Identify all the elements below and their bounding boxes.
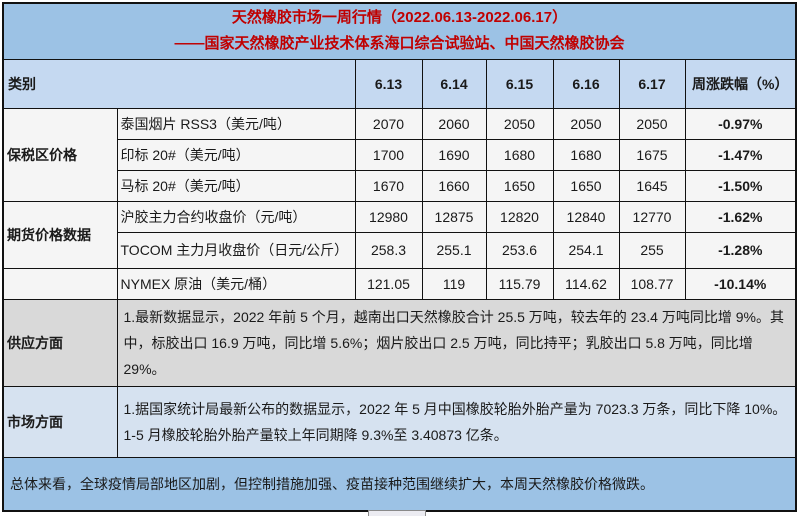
table-title-row: 天然橡胶市场一周行情（2022.06.13-2022.06.17） ——国家天然… xyxy=(2,2,797,60)
item-label: 印标 20#（美元/吨） xyxy=(116,138,356,171)
cell-value: 1680 xyxy=(485,138,554,171)
cell-value: 1650 xyxy=(485,169,554,202)
header-date-614: 6.14 xyxy=(421,58,487,109)
weekly-change-value: -1.28% xyxy=(684,231,797,269)
cell-value: 255 xyxy=(618,231,686,269)
summary-row: 总体来看，全球疫情局部地区加剧，但控制措施加强、疫苗接种范围继续扩大，本周天然橡… xyxy=(2,456,797,512)
group-label-futures: 期货价格数据 xyxy=(2,200,118,269)
cell-value: 119 xyxy=(421,267,487,300)
table-row-shfe-rubber: 期货价格数据 沪胶主力合约收盘价（元/吨） 12980 12875 12820 … xyxy=(2,200,797,269)
cell-value: 2060 xyxy=(421,107,487,140)
table-row-malaysia-20: 马标 20#（美元/吨） 1670 1660 1650 1650 1645 -1… xyxy=(3,169,797,202)
summary-text: 总体来看，全球疫情局部地区加剧，但控制措施加强、疫苗接种范围继续扩大，本周天然橡… xyxy=(2,456,797,512)
cell-value: 255.1 xyxy=(421,231,487,269)
cell-value: 1680 xyxy=(552,138,620,171)
cell-value: 1645 xyxy=(618,169,686,202)
item-label: 马标 20#（美元/吨） xyxy=(116,169,356,202)
cell-value: 254.1 xyxy=(552,231,620,269)
table-title-cell: 天然橡胶市场一周行情（2022.06.13-2022.06.17） ——国家天然… xyxy=(2,2,797,60)
cell-value: 1690 xyxy=(421,138,487,171)
horizontal-scrollbar-fragment[interactable] xyxy=(368,510,426,516)
cell-value: 1675 xyxy=(618,138,686,171)
table-subtitle: ——国家天然橡胶产业技术体系海口综合试验站、中国天然橡胶协会 xyxy=(174,35,625,53)
cell-value: 253.6 xyxy=(485,231,554,269)
weekly-change-value: -1.62% xyxy=(684,200,797,233)
cell-value: 2050 xyxy=(485,107,554,140)
column-header-row: 类别 6.13 6.14 6.15 6.16 6.17 周涨跌幅（%） xyxy=(2,58,797,109)
cell-value: 115.79 xyxy=(485,267,554,300)
weekly-change-value: -1.47% xyxy=(684,138,797,171)
weekly-change-value: -0.97% xyxy=(684,107,797,140)
group-label-empty xyxy=(2,267,118,300)
cell-value: 114.62 xyxy=(552,267,620,300)
header-category: 类别 xyxy=(2,58,356,109)
cell-value: 258.3 xyxy=(354,231,423,269)
table-row-india-20: 印标 20#（美元/吨） 1700 1690 1680 1680 1675 -1… xyxy=(3,138,797,171)
cell-value: 2050 xyxy=(618,107,686,140)
table-title: 天然橡胶市场一周行情（2022.06.13-2022.06.17） xyxy=(231,9,568,27)
table-row-nymex-crude: NYMEX 原油（美元/桶） 121.05 119 115.79 114.62 … xyxy=(2,267,797,300)
header-date-616: 6.16 xyxy=(552,58,620,109)
cell-value: 12875 xyxy=(421,200,487,233)
cell-value: 1670 xyxy=(354,169,423,202)
table-row-tocom: TOCOM 主力月收盘价（日元/公斤） 258.3 255.1 253.6 25… xyxy=(3,231,797,269)
cell-value: 2050 xyxy=(552,107,620,140)
cell-value: 12770 xyxy=(618,200,686,233)
cell-value: 108.77 xyxy=(618,267,686,300)
market-section-label: 市场方面 xyxy=(2,385,118,458)
cell-value: 12820 xyxy=(485,200,554,233)
header-date-613: 6.13 xyxy=(354,58,423,109)
cell-value: 121.05 xyxy=(354,267,423,300)
cell-value: 2070 xyxy=(354,107,423,140)
item-label: TOCOM 主力月收盘价（日元/公斤） xyxy=(116,231,356,269)
cell-value: 1700 xyxy=(354,138,423,171)
weekly-change-value: -1.50% xyxy=(684,169,797,202)
weekly-change-value: -10.14% xyxy=(684,267,797,300)
item-label: 沪胶主力合约收盘价（元/吨） xyxy=(116,200,356,233)
item-label: 泰国烟片 RSS3（美元/吨） xyxy=(116,107,356,140)
header-date-615: 6.15 xyxy=(485,58,554,109)
table-row-thai-rss3: 保税区价格 泰国烟片 RSS3（美元/吨） 2070 2060 2050 205… xyxy=(2,107,797,202)
supply-section-label: 供应方面 xyxy=(2,298,118,387)
cell-value: 12840 xyxy=(552,200,620,233)
group-label-bonded-zone: 保税区价格 xyxy=(2,107,118,202)
supply-section-text: 1.最新数据显示，2022 年前 5 个月，越南出口天然橡胶合计 25.5 万吨… xyxy=(116,298,797,387)
cell-value: 1650 xyxy=(552,169,620,202)
cell-value: 1660 xyxy=(421,169,487,202)
header-weekly-change: 周涨跌幅（%） xyxy=(684,58,797,109)
market-section-text: 1.据国家统计局最新公布的数据显示，2022 年 5 月中国橡胶轮胎外胎产量为 … xyxy=(116,385,797,458)
cell-value: 12980 xyxy=(354,200,423,233)
item-label: NYMEX 原油（美元/桶） xyxy=(116,267,356,300)
supply-section-row: 供应方面 1.最新数据显示，2022 年前 5 个月，越南出口天然橡胶合计 25… xyxy=(2,298,797,387)
market-section-row: 市场方面 1.据国家统计局最新公布的数据显示，2022 年 5 月中国橡胶轮胎外… xyxy=(2,385,797,458)
header-date-617: 6.17 xyxy=(618,58,686,109)
